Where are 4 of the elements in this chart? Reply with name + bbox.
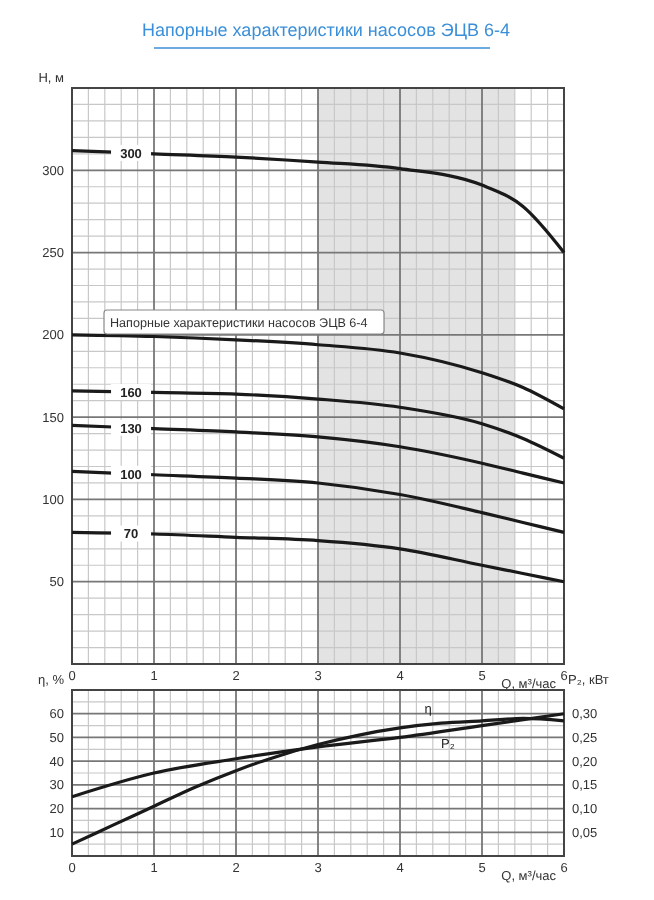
chart-title: Напорные характеристики насосов ЭЦВ 6-4 <box>141 20 511 40</box>
line-series <box>70 716 566 846</box>
line-series <box>70 333 566 411</box>
line-series <box>70 148 566 255</box>
